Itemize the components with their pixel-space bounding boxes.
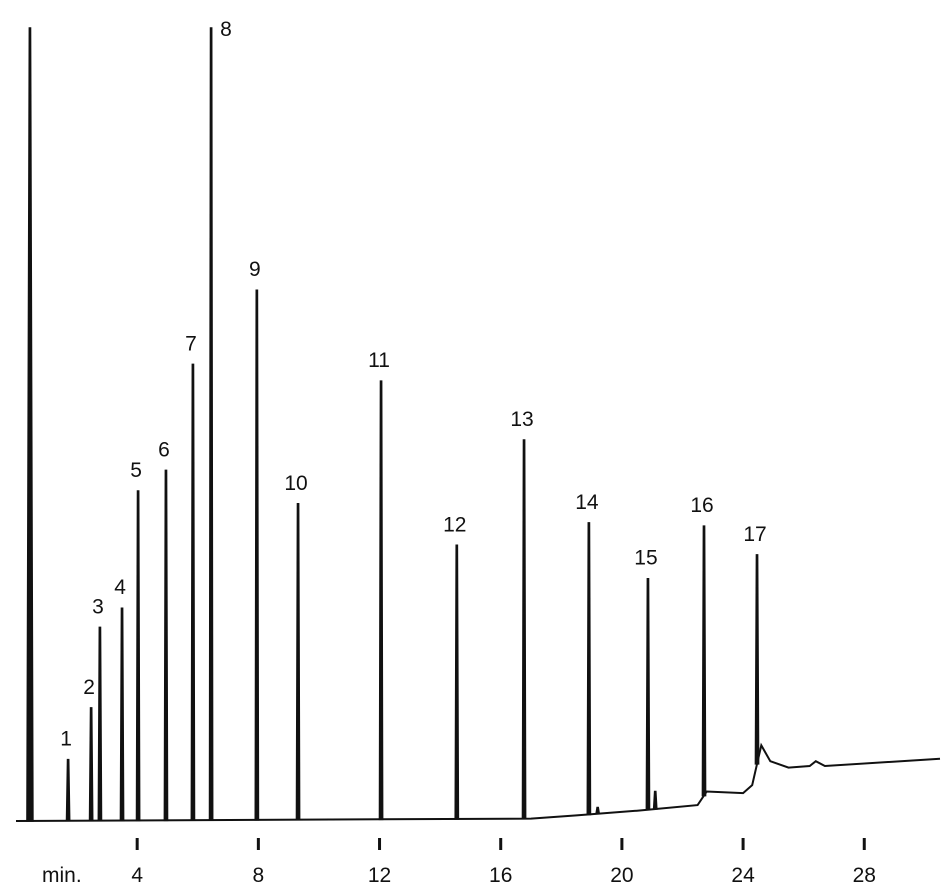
- peak: [208, 27, 214, 821]
- peak: [586, 522, 592, 816]
- x-tick-label: 4: [131, 864, 143, 887]
- peak: [295, 503, 301, 821]
- peak-label: 11: [368, 349, 390, 372]
- peak: [701, 525, 707, 797]
- peak-label: 2: [83, 676, 95, 699]
- peak-label: 10: [284, 472, 307, 495]
- peak-label: 17: [743, 523, 766, 546]
- peak: [521, 439, 527, 820]
- peak: [595, 806, 601, 815]
- peak-label: 9: [249, 258, 261, 281]
- peak: [97, 626, 103, 822]
- peak: [754, 554, 760, 765]
- x-tick-label: 8: [253, 864, 265, 887]
- x-tick-label: 28: [853, 864, 876, 887]
- peak: [119, 607, 125, 822]
- x-tick-label: 12: [368, 864, 391, 887]
- peak: [652, 790, 658, 810]
- peak: [135, 490, 141, 822]
- peak-label: 15: [634, 547, 657, 570]
- peak-label: 14: [575, 491, 599, 514]
- baseline-trace: [15, 742, 941, 822]
- peak-label: 7: [185, 332, 197, 355]
- peak-label: 6: [158, 438, 170, 461]
- peak: [254, 289, 260, 821]
- peak: [454, 544, 460, 820]
- peak: [378, 380, 384, 821]
- peak-label: 13: [510, 408, 533, 431]
- peak: [26, 27, 34, 822]
- peak-label: 4: [114, 576, 126, 599]
- peak-label: 12: [443, 513, 466, 536]
- peak-label: 16: [690, 494, 713, 517]
- peak: [190, 363, 196, 821]
- x-tick-label: 20: [610, 864, 633, 887]
- peak: [163, 469, 169, 822]
- peak: [65, 758, 71, 822]
- x-axis-label: min.: [42, 864, 82, 887]
- peak: [645, 577, 651, 811]
- peak-label: 8: [220, 18, 232, 41]
- peak-label: 1: [60, 728, 72, 751]
- peak-label: 3: [92, 595, 104, 618]
- x-tick-label: 16: [489, 864, 512, 887]
- peak-label: 5: [130, 459, 142, 482]
- peak: [88, 707, 94, 822]
- x-tick-label: 24: [731, 864, 755, 887]
